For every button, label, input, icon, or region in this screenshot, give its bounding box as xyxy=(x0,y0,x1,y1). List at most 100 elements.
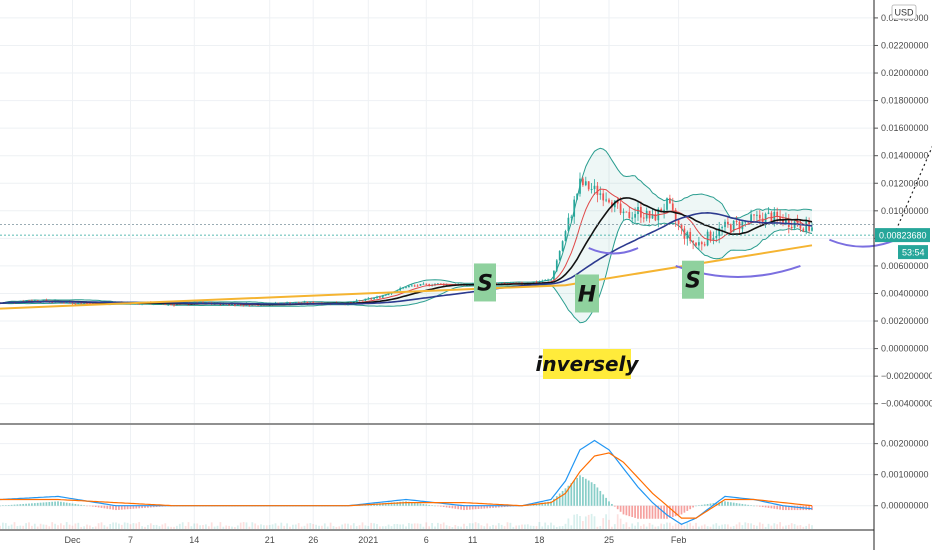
volume-bar xyxy=(619,518,622,529)
volume-bar xyxy=(196,523,199,529)
volume-bar xyxy=(245,522,248,529)
candle-body xyxy=(706,231,709,246)
left-shoulder-label[interactable]: S xyxy=(474,263,496,302)
histogram-bar xyxy=(100,505,103,508)
candle-body xyxy=(680,224,683,229)
volume-bar xyxy=(468,523,471,529)
histogram-bar xyxy=(642,505,645,519)
volume-bar xyxy=(106,526,109,529)
volume-bar xyxy=(219,522,222,529)
candle-body xyxy=(358,300,361,302)
volume-bar xyxy=(234,526,236,529)
histogram-bar xyxy=(155,505,158,508)
volume-bar xyxy=(236,525,239,529)
time-axis-label: 6 xyxy=(424,535,429,545)
volume-bar xyxy=(489,526,491,529)
volume-bar xyxy=(176,525,178,529)
volume-bar xyxy=(486,523,489,529)
volume-bar xyxy=(416,523,419,529)
ascending-trendline[interactable] xyxy=(0,244,813,310)
volume-bar xyxy=(535,526,538,529)
volume-bar xyxy=(25,523,27,529)
volume-bar xyxy=(91,526,94,529)
histogram-bar xyxy=(439,505,442,507)
histogram-bar xyxy=(790,505,793,511)
volume-bar xyxy=(796,525,799,529)
histogram-bar xyxy=(500,505,503,508)
candle-body xyxy=(419,284,422,286)
candle-body xyxy=(735,220,738,222)
histogram-bar xyxy=(808,505,810,511)
histogram-bar xyxy=(480,505,483,509)
oscillator-pane[interactable] xyxy=(0,439,813,525)
histogram-bar xyxy=(77,504,80,506)
volume-bar xyxy=(161,524,164,529)
price-pane[interactable]: S H S inversely xyxy=(0,90,932,529)
candle-body xyxy=(779,216,781,219)
volume-bar xyxy=(77,522,80,529)
volume-bar xyxy=(611,526,613,529)
candle-body xyxy=(686,231,689,239)
histogram-bar xyxy=(634,505,636,518)
candle-body xyxy=(381,295,384,298)
histogram-bar xyxy=(2,505,4,506)
price-axis-label: −0.00400000 xyxy=(881,399,932,409)
volume-bar xyxy=(753,524,755,529)
volume-bar xyxy=(744,522,747,529)
currency-badge[interactable]: USD xyxy=(891,4,917,20)
note-label[interactable]: inversely xyxy=(536,349,640,379)
histogram-bar xyxy=(144,505,146,508)
candle-body xyxy=(361,300,364,302)
volume-bar xyxy=(628,526,631,529)
histogram-bar xyxy=(393,502,396,506)
volume-bar xyxy=(689,522,692,529)
head-label[interactable]: H xyxy=(575,274,599,313)
volume-bar xyxy=(210,522,213,529)
candle-body xyxy=(561,241,564,251)
candle-body xyxy=(582,178,584,186)
histogram-bar xyxy=(495,505,497,508)
candle-body xyxy=(62,302,65,304)
volume-bar xyxy=(129,524,132,529)
projection-arrow[interactable] xyxy=(895,90,932,231)
volume-bar xyxy=(564,523,567,529)
histogram-bar xyxy=(489,505,491,509)
volume-bar xyxy=(460,526,462,529)
price-axis-label: 0.00000000 xyxy=(881,344,929,354)
histogram-bar xyxy=(416,503,419,506)
volume-bar xyxy=(205,524,207,529)
volume-bar xyxy=(68,524,71,529)
histogram-bar xyxy=(149,505,152,508)
volume-bar xyxy=(715,523,718,529)
candle-body xyxy=(631,217,634,219)
volume-bar xyxy=(410,523,413,529)
histogram-bar xyxy=(51,501,54,506)
time-axis[interactable]: Dec 7 14 21 26 2021 6 11 18 25 Feb xyxy=(64,535,686,545)
volume-bar xyxy=(724,524,726,529)
candle-body xyxy=(532,281,535,284)
note-label-bg xyxy=(543,349,631,379)
volume-bar xyxy=(808,523,810,529)
volume-bar xyxy=(767,523,770,529)
price-axis[interactable]: 0.024000000.022000000.020000000.01800000… xyxy=(874,13,932,409)
histogram-bar xyxy=(689,505,692,510)
candle-body xyxy=(544,280,547,282)
histogram-bar xyxy=(466,505,468,510)
candle-body xyxy=(756,214,758,216)
left-shoulder-text: S xyxy=(477,271,493,296)
histogram-bar xyxy=(118,505,120,510)
histogram-bar xyxy=(103,505,106,509)
volume-bar xyxy=(431,522,433,529)
volume-bar xyxy=(294,524,297,529)
histogram-bar xyxy=(451,505,454,509)
left-shoulder-arc[interactable] xyxy=(588,247,639,255)
price-axis-label: 0.01800000 xyxy=(881,96,929,106)
histogram-bar xyxy=(4,505,7,506)
volume-bar xyxy=(718,525,721,529)
volume-bar xyxy=(306,523,309,529)
right-shoulder-label[interactable]: S xyxy=(682,260,704,299)
volume-bar xyxy=(202,525,204,529)
volume-bar xyxy=(242,522,245,529)
oscillator-axis[interactable]: 0.00200000 0.00100000 0.00000000 xyxy=(874,439,929,511)
volume-bar xyxy=(425,522,428,529)
